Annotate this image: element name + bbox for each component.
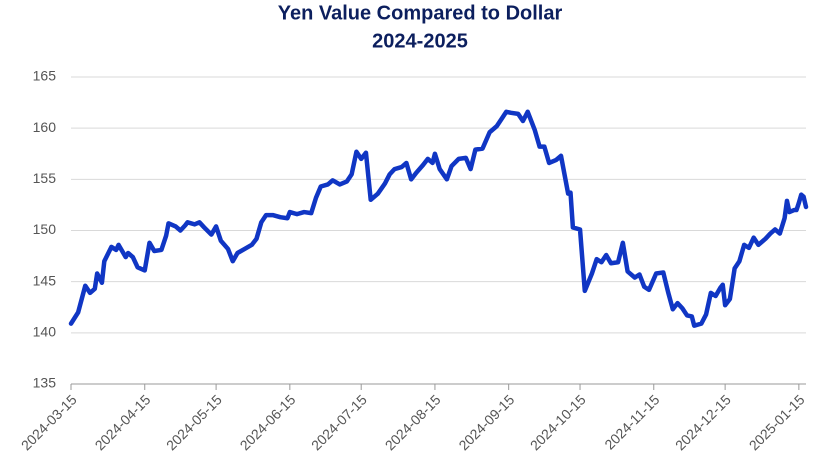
chart-subtitle: 2024-2025 [372, 30, 468, 52]
x-tick-label: 2024-06-15 [237, 391, 299, 453]
x-tick-label: 2024-07-15 [308, 391, 370, 453]
x-tick-label: 2024-10-15 [527, 391, 589, 453]
line [68, 109, 809, 328]
x-tick-label: 2024-08-15 [382, 391, 444, 453]
x-tick-label: 2024-12-15 [672, 391, 734, 453]
x-tick-label: 2024-04-15 [92, 391, 154, 453]
x-tick-label: 2025-01-15 [746, 391, 808, 453]
chart-title: Yen Value Compared to Dollar [278, 2, 563, 24]
y-tick-label: 160 [33, 119, 57, 135]
y-tick-label: 155 [33, 170, 57, 186]
x-tick-label: 2024-09-15 [455, 391, 517, 453]
y-tick-label: 150 [33, 221, 57, 237]
x-tick-label: 2024-11-15 [601, 391, 662, 452]
y-tick-label: 145 [33, 272, 57, 288]
x-tick-label: 2024-03-15 [18, 391, 80, 453]
y-tick-label: 135 [33, 375, 57, 391]
y-tick-label: 140 [33, 324, 57, 340]
x-tick-label: 2024-05-15 [163, 391, 225, 453]
y-tick-label: 165 [33, 68, 57, 84]
